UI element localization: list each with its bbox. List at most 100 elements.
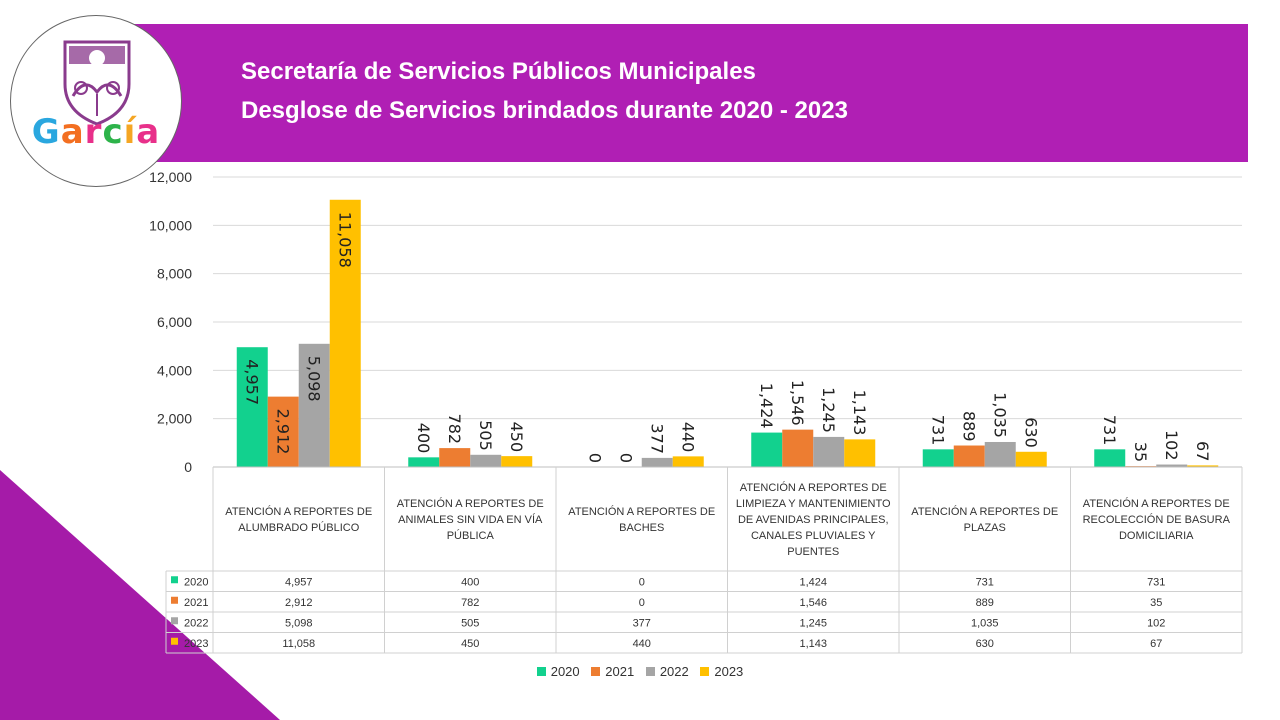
bar <box>844 439 876 467</box>
wordmark-letter-r: r <box>84 112 103 152</box>
category-label: ATENCIÓN A REPORTES DE BACHES <box>568 505 715 534</box>
bar <box>641 457 673 467</box>
table-cell: 1,546 <box>799 597 827 609</box>
data-label: 440 <box>678 422 697 453</box>
data-label: 1,245 <box>819 387 838 433</box>
legend-item-2022: 2022 <box>645 664 689 679</box>
category-label: ATENCIÓN A REPORTES DE PLAZAS <box>911 505 1058 534</box>
table-cell: 782 <box>461 597 479 609</box>
table-cell: 35 <box>1150 597 1162 609</box>
data-label: 1,035 <box>990 392 1009 438</box>
table-series-name: 2020 <box>184 576 208 588</box>
table-cell: 1,424 <box>799 576 827 588</box>
table-cell: 1,035 <box>971 617 999 629</box>
data-label: 67 <box>1193 441 1212 461</box>
wordmark-letter-c: c <box>102 112 124 152</box>
data-label: 1,424 <box>757 383 776 429</box>
table-cell: 0 <box>639 597 645 609</box>
table-cell: 1,245 <box>799 617 827 629</box>
table-cell: 377 <box>633 617 651 629</box>
wordmark-letter-i: í <box>123 112 137 152</box>
data-label: 1,143 <box>850 390 869 436</box>
table-cell: 0 <box>639 576 645 588</box>
table-cell: 11,058 <box>282 638 315 650</box>
data-label: 1,546 <box>788 380 807 426</box>
table-cell: 5,098 <box>285 617 313 629</box>
data-label: 889 <box>959 411 978 442</box>
legend-item-2021: 2021 <box>591 664 634 679</box>
table-cell: 102 <box>1147 617 1165 629</box>
data-label: 630 <box>1021 417 1040 448</box>
y-tick-label: 4,000 <box>157 362 192 378</box>
table-cell: 505 <box>461 617 479 629</box>
table-series-name: 2022 <box>184 617 208 629</box>
table-cell: 400 <box>461 576 479 588</box>
bar <box>1187 465 1219 467</box>
data-label: 0 <box>616 453 635 463</box>
bar <box>1156 464 1188 467</box>
bar <box>984 441 1016 467</box>
data-label: 0 <box>585 453 604 463</box>
table-legend-key <box>171 637 178 645</box>
data-label: 400 <box>414 423 433 454</box>
category-label: ATENCIÓN A REPORTES DE LIMPIEZA Y MANTENI… <box>736 481 891 558</box>
garcia-wordmark: García <box>11 112 181 152</box>
data-label: 5,098 <box>304 356 323 402</box>
bar <box>236 347 268 467</box>
garcia-logo: García <box>10 15 182 187</box>
bar <box>813 436 845 467</box>
bar <box>439 448 471 467</box>
table-cell: 630 <box>976 638 994 650</box>
bar <box>501 456 533 467</box>
bar <box>672 456 704 467</box>
y-tick-label: 12,000 <box>149 169 192 185</box>
wordmark-letter-g: G <box>31 112 61 152</box>
data-label: 2,912 <box>273 409 292 455</box>
bar <box>953 445 985 467</box>
table-cell: 440 <box>633 638 651 650</box>
data-label: 450 <box>507 422 526 453</box>
y-tick-label: 8,000 <box>157 266 192 282</box>
bar <box>922 449 954 467</box>
garcia-shield-logo-icon <box>63 40 131 126</box>
y-tick-label: 2,000 <box>157 411 192 427</box>
wordmark-letter-a2: a <box>136 112 161 152</box>
bar <box>751 432 783 467</box>
table-legend-key <box>171 596 178 604</box>
legend-item-2020: 2020 <box>536 664 580 679</box>
bar <box>408 457 440 467</box>
data-label: 731 <box>1100 415 1119 446</box>
page-subtitle: Desglose de Servicios brindados durante … <box>241 97 848 124</box>
table-cell: 731 <box>976 576 994 588</box>
table-legend-key <box>171 576 178 584</box>
category-label: ATENCIÓN A REPORTES DE RECOLECCIÓN DE BAS… <box>1083 497 1231 542</box>
data-label: 102 <box>1162 430 1181 461</box>
data-label: 731 <box>928 415 947 446</box>
table-series-name: 2023 <box>184 638 208 650</box>
table-cell: 67 <box>1150 638 1162 650</box>
y-tick-label: 0 <box>184 459 192 475</box>
y-tick-label: 6,000 <box>157 314 192 330</box>
table-cell: 731 <box>1147 576 1165 588</box>
bar <box>298 343 330 467</box>
y-tick-label: 10,000 <box>149 217 192 233</box>
wordmark-letter-a: a <box>60 112 85 152</box>
table-cell: 4,957 <box>285 576 313 588</box>
bar <box>267 396 299 467</box>
data-label: 35 <box>1131 442 1150 462</box>
table-cell: 1,143 <box>799 638 827 650</box>
bar <box>1015 451 1047 467</box>
table-cell: 2,912 <box>285 597 313 609</box>
bar <box>1094 449 1126 467</box>
data-label: 11,058 <box>335 212 354 268</box>
table-legend-key <box>171 617 178 625</box>
table-series-name: 2021 <box>184 597 208 609</box>
legend-item-2023: 2023 <box>700 664 743 679</box>
page-title: Secretaría de Servicios Públicos Municip… <box>241 58 756 85</box>
table-cell: 889 <box>976 597 994 609</box>
bar <box>470 454 502 467</box>
category-label: ATENCIÓN A REPORTES DE ALUMBRADO PÚBLICO <box>225 505 372 534</box>
data-label: 782 <box>445 414 464 445</box>
